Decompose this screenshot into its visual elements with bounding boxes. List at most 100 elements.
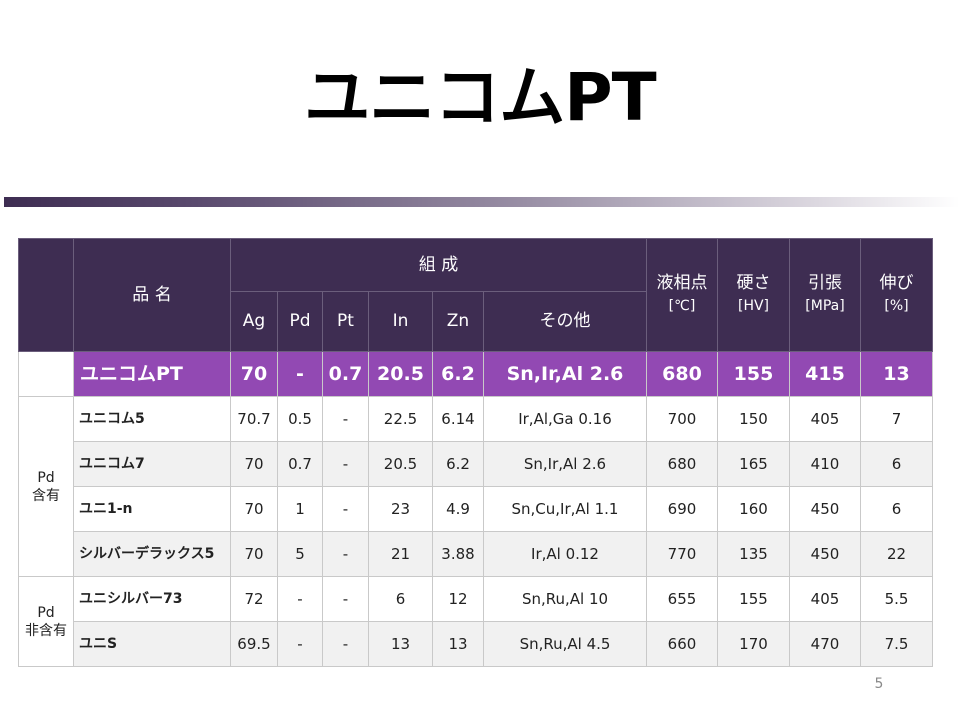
row-pt: - bbox=[322, 621, 369, 667]
row-zn: 4.9 bbox=[432, 486, 484, 532]
header-hardness-unit: [HV] bbox=[737, 298, 770, 314]
table-row: Pd 非含有 ユニシルバー73 72 - - 6 12 Sn,Ru,Al 10 … bbox=[18, 576, 933, 667]
row-liquidus: 660 bbox=[646, 621, 718, 667]
row-hardness: 170 bbox=[717, 621, 790, 667]
row-tensile: 470 bbox=[789, 621, 861, 667]
row-ag: 70 bbox=[230, 486, 278, 532]
row-liquidus: 690 bbox=[646, 486, 718, 532]
row-elongation: 7.5 bbox=[860, 621, 933, 667]
row-hardness: 150 bbox=[717, 396, 790, 442]
row-liquidus: 655 bbox=[646, 576, 718, 622]
header-composition: 組 成 bbox=[230, 238, 647, 292]
row-liquidus: 700 bbox=[646, 396, 718, 442]
featured-zn: 6.2 bbox=[432, 351, 484, 397]
row-tensile: 410 bbox=[789, 441, 861, 487]
row-name: シルバーデラックス5 bbox=[73, 531, 231, 577]
row-other: Sn,Ru,Al 10 bbox=[483, 576, 647, 622]
header-pt: Pt bbox=[322, 291, 369, 352]
row-other: Ir,Al 0.12 bbox=[483, 531, 647, 577]
featured-elongation: 13 bbox=[860, 351, 933, 397]
row-tensile: 405 bbox=[789, 576, 861, 622]
featured-pd: - bbox=[277, 351, 323, 397]
row-zn: 12 bbox=[432, 576, 484, 622]
row-zn: 13 bbox=[432, 621, 484, 667]
row-other: Sn,Ir,Al 2.6 bbox=[483, 441, 647, 487]
row-pd: 0.7 bbox=[277, 441, 323, 487]
row-in: 22.5 bbox=[368, 396, 433, 442]
row-tensile: 450 bbox=[789, 486, 861, 532]
row-pt: - bbox=[322, 576, 369, 622]
row-ag: 70 bbox=[230, 441, 278, 487]
row-name: ユニシルバー73 bbox=[73, 576, 231, 622]
row-name: ユニコム7 bbox=[73, 441, 231, 487]
row-hardness: 155 bbox=[717, 576, 790, 622]
row-pt: - bbox=[322, 486, 369, 532]
page-number: 5 bbox=[874, 676, 884, 692]
header-in: In bbox=[368, 291, 433, 352]
table-row: ユニ1-n 70 1 - 23 4.9 Sn,Cu,Ir,Al 1.1 690 … bbox=[19, 486, 933, 532]
row-other: Ir,Al,Ga 0.16 bbox=[483, 396, 647, 442]
row-zn: 6.2 bbox=[432, 441, 484, 487]
row-pd: 0.5 bbox=[277, 396, 323, 442]
featured-liquidus: 680 bbox=[646, 351, 718, 397]
header-pd: Pd bbox=[277, 291, 323, 352]
row-name: ユニS bbox=[73, 621, 231, 667]
row-ag: 70 bbox=[230, 531, 278, 577]
row-in: 6 bbox=[368, 576, 433, 622]
featured-name: ユニコムPT bbox=[73, 351, 231, 397]
header-liquidus-unit: [℃] bbox=[668, 298, 696, 314]
table-row: シルバーデラックス5 70 5 - 21 3.88 Ir,Al 0.12 770… bbox=[19, 531, 933, 577]
header-zn: Zn bbox=[432, 291, 484, 352]
header-tensile: 引張 [MPa] bbox=[789, 238, 861, 352]
row-pt: - bbox=[322, 441, 369, 487]
header-hardness-label: 硬さ bbox=[736, 273, 771, 293]
row-elongation: 7 bbox=[860, 396, 933, 442]
header-elongation-label: 伸び bbox=[879, 273, 914, 293]
featured-hardness: 155 bbox=[717, 351, 790, 397]
header-hardness: 硬さ [HV] bbox=[717, 238, 790, 352]
row-name: ユニコム5 bbox=[73, 396, 231, 442]
header-name: 品 名 bbox=[73, 238, 231, 352]
row-elongation: 5.5 bbox=[860, 576, 933, 622]
row-elongation: 6 bbox=[860, 486, 933, 532]
table-row: ユニS 69.5 - - 13 13 Sn,Ru,Al 4.5 660 170 … bbox=[19, 621, 933, 667]
row-in: 20.5 bbox=[368, 441, 433, 487]
row-pd: 5 bbox=[277, 531, 323, 577]
row-liquidus: 680 bbox=[646, 441, 718, 487]
row-name: ユニ1-n bbox=[73, 486, 231, 532]
row-in: 21 bbox=[368, 531, 433, 577]
featured-other: Sn,Ir,Al 2.6 bbox=[483, 351, 647, 397]
row-tensile: 405 bbox=[789, 396, 861, 442]
row-zn: 3.88 bbox=[432, 531, 484, 577]
row-ag: 72 bbox=[230, 576, 278, 622]
row-hardness: 135 bbox=[717, 531, 790, 577]
row-pt: - bbox=[322, 396, 369, 442]
row-ag: 69.5 bbox=[230, 621, 278, 667]
header-liquidus: 液相点 [℃] bbox=[646, 238, 718, 352]
row-pd: - bbox=[277, 621, 323, 667]
header-tensile-label: 引張 bbox=[808, 273, 842, 293]
row-tensile: 450 bbox=[789, 531, 861, 577]
row-pd: - bbox=[277, 576, 323, 622]
group-pd-containing: Pd 含有 bbox=[18, 396, 74, 577]
title-divider bbox=[4, 197, 960, 207]
featured-in: 20.5 bbox=[368, 351, 433, 397]
row-other: Sn,Cu,Ir,Al 1.1 bbox=[483, 486, 647, 532]
table-row: Pd 含有 ユニコム5 70.7 0.5 - 22.5 6.14 Ir,Al,G… bbox=[18, 396, 933, 577]
header-tensile-unit: [MPa] bbox=[805, 298, 845, 314]
row-liquidus: 770 bbox=[646, 531, 718, 577]
group-pd-free: Pd 非含有 bbox=[18, 576, 74, 667]
row-in: 13 bbox=[368, 621, 433, 667]
slide-title: ユニコムPT bbox=[304, 59, 656, 136]
row-pd: 1 bbox=[277, 486, 323, 532]
row-elongation: 6 bbox=[860, 441, 933, 487]
header-ag: Ag bbox=[230, 291, 278, 352]
header-other: その他 bbox=[483, 291, 647, 352]
alloy-spec-table: 品 名 組 成 液相点 [℃] 硬さ [HV] 引張 [MPa] 伸び [%] … bbox=[18, 238, 933, 667]
header-elongation-unit: [%] bbox=[884, 298, 909, 314]
header-liquidus-label: 液相点 bbox=[656, 273, 708, 293]
row-hardness: 160 bbox=[717, 486, 790, 532]
header-elongation: 伸び [%] bbox=[860, 238, 933, 352]
featured-group-cell bbox=[18, 351, 74, 397]
featured-tensile: 415 bbox=[789, 351, 861, 397]
